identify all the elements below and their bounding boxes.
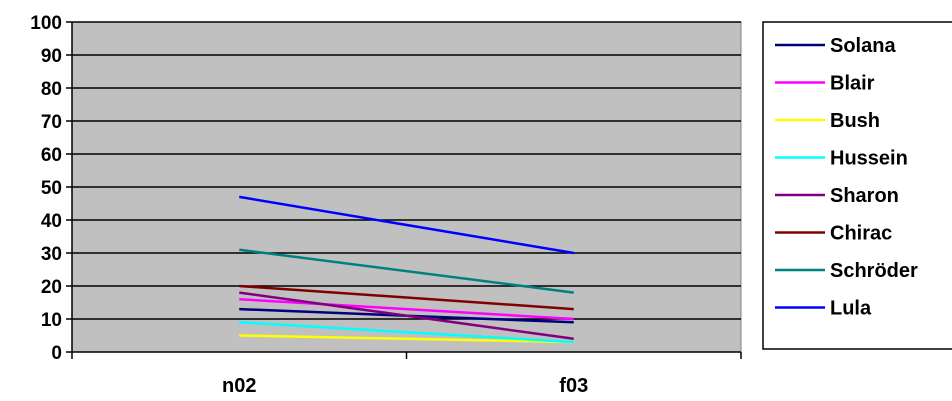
x-axis-categories: n02 f03: [71, 352, 742, 397]
y-tick-label: 50: [41, 178, 62, 199]
y-tick-label: 40: [41, 211, 62, 232]
legend-label: Hussein: [830, 148, 908, 170]
legend-label: Schröder: [830, 260, 918, 282]
y-tick-label: 90: [41, 46, 62, 67]
legend: Solana Blair Bush Hussein Sharon Chirac Schröd…: [762, 21, 952, 350]
series-line: [239, 334, 574, 344]
series-line: [239, 321, 574, 344]
y-tick-label: 60: [41, 145, 62, 166]
legend-label: Sharon: [830, 185, 899, 207]
legend-label: Lula: [830, 298, 872, 320]
legend-label: Solana: [830, 35, 896, 57]
series-lines: [239, 195, 574, 344]
series-line: [239, 297, 574, 321]
x-category-label: f03: [559, 375, 588, 397]
y-tick-label: 20: [41, 277, 62, 298]
series-line: [239, 195, 574, 255]
y-tick-label: 10: [41, 310, 62, 331]
legend-label: Blair: [830, 73, 875, 95]
legend-box: [762, 21, 952, 350]
series-line: [239, 291, 574, 341]
legend-label: Chirac: [830, 223, 892, 245]
series-line: [239, 284, 574, 311]
gridlines: [72, 21, 741, 320]
y-tick-label: 80: [41, 79, 62, 100]
legend-label: Bush: [830, 110, 880, 132]
y-tick-label: 0: [51, 343, 62, 364]
x-category-label: n02: [222, 375, 256, 397]
y-tick-label: 30: [41, 244, 62, 265]
y-tick-label: 100: [30, 13, 62, 34]
series-line: [239, 248, 574, 294]
y-axis-ticks: 0 10 20 30 40 50 60 70 80 90 100: [30, 13, 72, 364]
y-tick-label: 70: [41, 112, 62, 133]
